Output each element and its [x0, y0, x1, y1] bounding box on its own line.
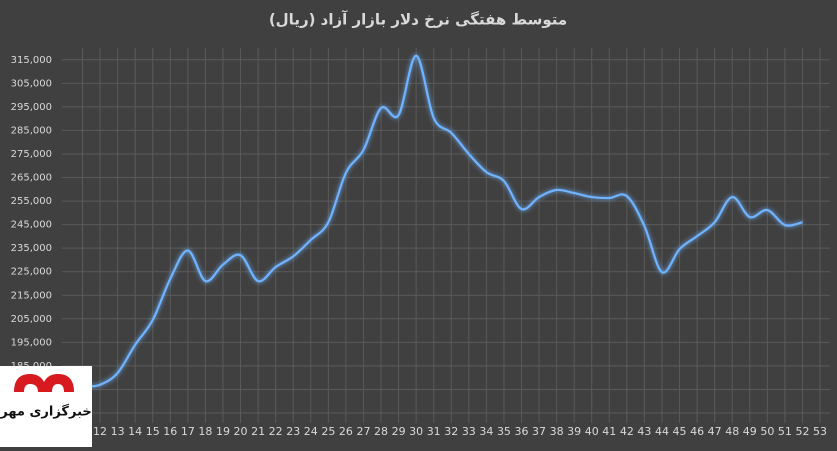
x-tick-label: 38 [550, 425, 564, 438]
x-tick-label: 12 [93, 425, 107, 438]
x-tick-label: 17 [181, 425, 195, 438]
x-tick-label: 24 [304, 425, 318, 438]
x-tick-label: 46 [690, 425, 704, 438]
x-tick-label: 32 [444, 425, 458, 438]
logo: خبرگزاری مهر [0, 366, 92, 447]
x-tick-label: 45 [673, 425, 687, 438]
x-tick-label: 25 [321, 425, 335, 438]
x-tick-label: 26 [339, 425, 353, 438]
x-tick-label: 19 [216, 425, 230, 438]
y-tick-label: 215,000 [11, 290, 52, 301]
x-tick-label: 23 [286, 425, 300, 438]
logo-mark [14, 374, 74, 392]
x-tick-label: 52 [795, 425, 809, 438]
x-tick-label: 41 [602, 425, 616, 438]
x-tick-label: 44 [655, 425, 669, 438]
x-tick-label: 37 [532, 425, 546, 438]
y-tick-label: 195,000 [11, 337, 52, 348]
x-tick-label: 40 [585, 425, 599, 438]
x-tick-label: 49 [743, 425, 757, 438]
x-tick-label: 16 [163, 425, 177, 438]
logo-text: خبرگزاری مهر [0, 404, 92, 420]
y-tick-label: 285,000 [11, 125, 52, 136]
y-tick-label: 245,000 [11, 220, 52, 231]
x-tick-label: 15 [146, 425, 160, 438]
x-tick-label: 13 [111, 425, 125, 438]
y-tick-label: 225,000 [11, 267, 52, 278]
x-tick-label: 18 [198, 425, 212, 438]
x-tick-label: 27 [356, 425, 370, 438]
x-tick-label: 21 [251, 425, 265, 438]
x-tick-label: 35 [497, 425, 511, 438]
y-tick-label: 295,000 [11, 102, 52, 113]
x-tick-label: 53 [813, 425, 827, 438]
x-tick-label: 50 [760, 425, 774, 438]
x-tick-label: 28 [374, 425, 388, 438]
y-tick-label: 265,000 [11, 173, 52, 184]
y-tick-label: 205,000 [11, 314, 52, 325]
x-tick-label: 36 [515, 425, 529, 438]
x-tick-label: 34 [479, 425, 493, 438]
y-tick-label: 275,000 [11, 149, 52, 160]
y-tick-label: 255,000 [11, 196, 52, 207]
y-tick-label: 315,000 [11, 55, 52, 66]
x-tick-label: 33 [462, 425, 476, 438]
x-tick-label: 51 [778, 425, 792, 438]
x-tick-label: 47 [708, 425, 722, 438]
x-tick-label: 29 [392, 425, 406, 438]
x-tick-label: 42 [620, 425, 634, 438]
x-tick-label: 48 [725, 425, 739, 438]
x-tick-label: 39 [567, 425, 581, 438]
x-tick-label: 22 [269, 425, 283, 438]
y-tick-label: 235,000 [11, 243, 52, 254]
x-tick-label: 30 [409, 425, 423, 438]
x-tick-label: 20 [234, 425, 248, 438]
chart-title: متوسط هفتگی نرخ دلار بازار آزاد (ریال) [269, 11, 567, 29]
data-line [82, 54, 803, 389]
y-tick-label: 305,000 [11, 78, 52, 89]
x-tick-label: 31 [427, 425, 441, 438]
x-tick-label: 43 [637, 425, 651, 438]
x-tick-label: 14 [128, 425, 142, 438]
